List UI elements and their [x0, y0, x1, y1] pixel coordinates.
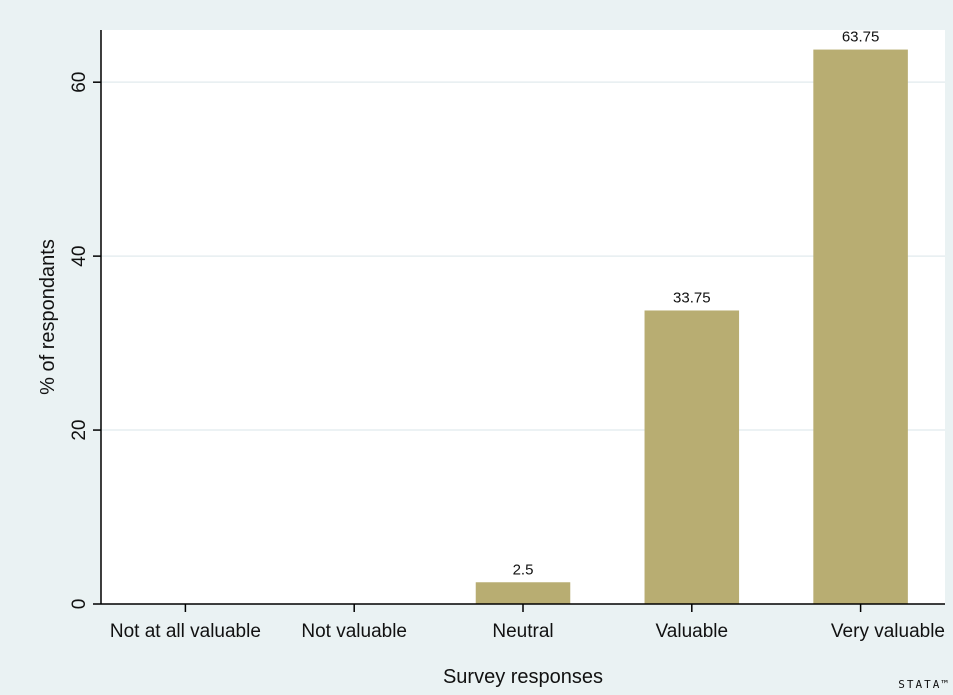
bars [475, 49, 908, 605]
y-axis-title: % of respondants [37, 239, 59, 395]
stata-watermark: STATA™ [898, 678, 950, 691]
data-labels: 2.5 33.75 63.75 [513, 29, 880, 579]
x-tick-label: Neutral [492, 621, 553, 642]
data-label: 33.75 [673, 289, 711, 306]
y-tick-label: 60 [69, 72, 90, 93]
data-label: 63.75 [842, 29, 880, 46]
x-tick-label: Valuable [656, 621, 729, 642]
x-axis-ticks: Not at all valuable Not valuable Neutral Va… [110, 604, 945, 642]
y-axis-ticks: 0 20 40 60 [69, 72, 101, 610]
gridlines [101, 81, 945, 431]
y-tick-label: 20 [69, 419, 90, 440]
x-tick-label: Very valuable [831, 621, 945, 642]
x-axis-title: Survey responses [443, 666, 603, 688]
bar [644, 310, 740, 604]
y-tick-label: 40 [69, 246, 90, 267]
x-tick-label: Not at all valuable [110, 621, 261, 642]
bar [475, 582, 571, 604]
plot-area [101, 30, 945, 604]
bar [813, 49, 908, 605]
y-tick-label: 0 [69, 599, 90, 610]
data-label: 2.5 [513, 561, 534, 578]
x-tick-label: Not valuable [301, 621, 407, 642]
